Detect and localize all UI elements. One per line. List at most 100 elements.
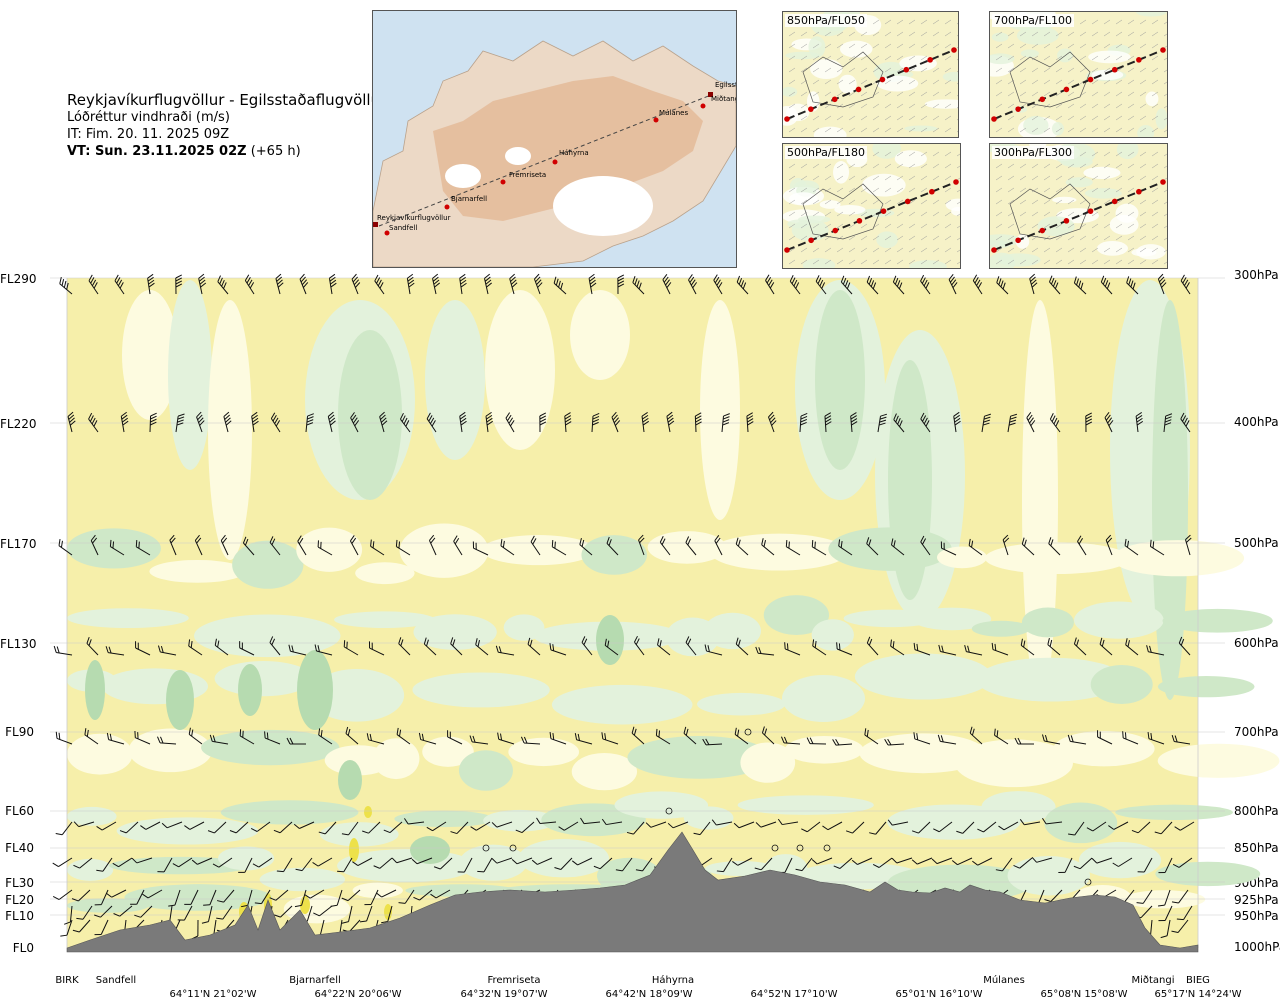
- wind-barb: [777, 818, 799, 826]
- wind-barb: [893, 413, 905, 433]
- wind-barb: [527, 637, 541, 656]
- wind-barbs: [52, 273, 1195, 940]
- barb-flag: [723, 416, 730, 420]
- barb-flag: [685, 536, 690, 543]
- wind-barb: [1180, 274, 1191, 295]
- barb-flag: [269, 536, 274, 543]
- band-cell: [67, 608, 189, 629]
- barb-flag: [1160, 279, 1166, 285]
- terrain-path: [66, 831, 1199, 953]
- mini-barb: [1043, 79, 1051, 85]
- wind-barb: [1031, 856, 1053, 863]
- barb-flag: [105, 646, 109, 653]
- barb-flag: [1182, 415, 1187, 422]
- barb-flag: [733, 822, 740, 829]
- mini-barb: [896, 247, 904, 253]
- waypoint-hahyrna: Háhyrna: [651, 975, 695, 986]
- mini-barb: [884, 127, 892, 133]
- barb-staff: [962, 821, 975, 834]
- mini-barb: [1139, 163, 1147, 169]
- barb-flag: [998, 278, 1002, 285]
- wind-barb: [134, 730, 151, 745]
- barb-staff: [1164, 857, 1173, 873]
- mini-barb: [1163, 105, 1167, 109]
- wind-barb: [135, 641, 151, 656]
- barb-flag: [1053, 417, 1058, 425]
- barb-flag: [452, 639, 456, 646]
- barb-flag: [1054, 282, 1059, 289]
- mini-barb: [944, 247, 952, 253]
- barb-staff: [540, 821, 557, 825]
- barb-staff: [456, 821, 469, 834]
- mini-barb: [848, 175, 856, 181]
- mini-barb: [1151, 223, 1159, 229]
- mini-barb: [932, 31, 940, 37]
- wind-barb: [601, 732, 619, 745]
- wind-barb: [1047, 637, 1061, 656]
- barb-flag: [223, 411, 230, 417]
- mini-barb: [1127, 103, 1135, 109]
- barb-flag: [1068, 833, 1075, 836]
- barb-flag: [612, 414, 618, 421]
- wind-barb: [328, 273, 337, 295]
- barb-staff: [816, 857, 833, 865]
- waypoint-fremriseta: Fremriseta: [487, 975, 541, 986]
- barb-flag: [244, 274, 250, 281]
- band-cell: [149, 559, 246, 583]
- barb-flag: [509, 273, 515, 279]
- barb-flag: [216, 900, 224, 903]
- barb-flag: [1085, 415, 1093, 420]
- barb-flag: [814, 541, 816, 549]
- barb-flag: [695, 415, 702, 420]
- barb-flag: [746, 415, 754, 420]
- barb-flag: [175, 283, 183, 288]
- barb-flag: [486, 414, 493, 420]
- mini-barb: [824, 79, 832, 85]
- barb-flag: [705, 738, 710, 746]
- right-level-1000hpa: 1000hPa: [1234, 940, 1280, 954]
- mini-barb: [896, 103, 904, 109]
- plume-1: [168, 280, 212, 470]
- wind-barb: [341, 821, 359, 836]
- wind-barb: [428, 534, 437, 556]
- mini-route-point: [1063, 218, 1070, 224]
- wind-barb: [634, 635, 645, 656]
- wind-barb: [423, 637, 437, 656]
- plume-15: [1022, 300, 1058, 700]
- mini-barb: [1031, 55, 1039, 61]
- barb-flag: [1124, 538, 1127, 546]
- mini-barb: [1091, 31, 1099, 37]
- barb-flag: [580, 817, 585, 824]
- barb-flag: [198, 276, 205, 282]
- barb-flag: [433, 866, 441, 870]
- mini-barb: [1067, 55, 1075, 61]
- mini-barb: [1103, 259, 1111, 265]
- mini-barb: [1091, 211, 1099, 217]
- mini-barb: [848, 91, 856, 97]
- mini-barb: [1019, 199, 1027, 205]
- mini-barb: [1031, 67, 1039, 73]
- barb-flag: [135, 540, 138, 547]
- mini-barb: [1091, 199, 1099, 205]
- mini-barb: [1115, 247, 1123, 253]
- barb-staff: [875, 821, 887, 835]
- barb-flag: [511, 282, 518, 288]
- mini-barb: [1163, 189, 1167, 193]
- band-cell: [571, 752, 638, 791]
- barb-flag: [196, 411, 202, 418]
- barb-flag: [866, 729, 869, 737]
- barb-flag: [453, 535, 458, 542]
- mini-barb: [1055, 43, 1063, 49]
- barb-flag: [73, 821, 80, 827]
- barb-staff: [244, 857, 253, 873]
- wind-barb: [120, 411, 129, 433]
- barb-flag: [1108, 825, 1115, 830]
- barb-flag: [306, 419, 314, 423]
- barb-flag: [426, 826, 433, 832]
- barb-flag: [66, 282, 69, 290]
- mini-barb: [908, 235, 916, 241]
- mini-barb: [1043, 127, 1051, 133]
- wind-barb: [362, 821, 381, 834]
- wind-barb: [933, 821, 953, 833]
- wind-barb: [196, 411, 205, 433]
